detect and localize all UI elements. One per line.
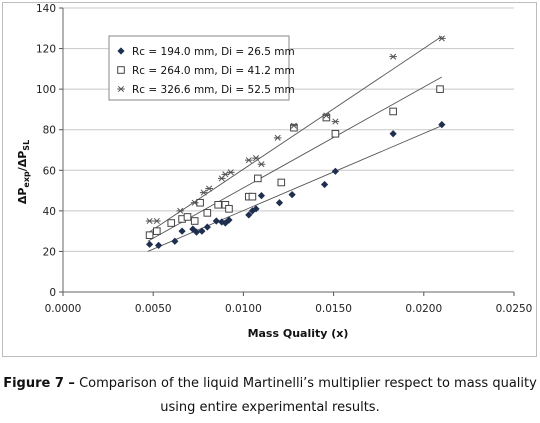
point-series-1 — [155, 241, 163, 249]
point-series-3 — [245, 157, 253, 164]
y-tick-label: 140 — [36, 3, 56, 15]
point-series-2 — [153, 227, 161, 235]
point-series-3 — [217, 175, 226, 182]
point-series-3 — [153, 217, 161, 225]
point-series-3 — [257, 161, 266, 168]
y-tick-label: 120 — [36, 44, 56, 56]
point-series-2 — [190, 217, 199, 225]
data-points — [145, 35, 446, 249]
point-series-3 — [322, 112, 331, 119]
y-tick-label: 100 — [36, 84, 56, 96]
caption-label: Figure 7 – — [3, 376, 75, 391]
point-series-1 — [438, 121, 446, 129]
point-series-1 — [171, 237, 179, 245]
legend-marker-series-2 — [117, 66, 125, 74]
y-tick-label: 20 — [43, 246, 56, 258]
legend: Rc = 194.0 mm, Di = 26.5 mm Rc = 264.0 mm… — [108, 35, 295, 101]
trendline-series-1 — [147, 125, 443, 252]
point-series-2 — [331, 129, 340, 138]
point-series-1 — [252, 205, 260, 213]
point-series-2 — [167, 219, 176, 227]
point-series-1 — [248, 207, 257, 215]
point-series-1 — [331, 167, 340, 175]
x-tick-label: 0.0200 — [405, 303, 442, 315]
trendline-series-2 — [147, 76, 443, 242]
point-series-3 — [226, 169, 235, 176]
point-series-3 — [252, 155, 260, 162]
point-series-3 — [331, 118, 340, 125]
point-series-2 — [225, 205, 233, 213]
point-series-3 — [389, 53, 397, 60]
point-series-1 — [257, 192, 266, 200]
point-series-3 — [205, 185, 213, 192]
y-axis-title: ΔPexp/ΔPSL — [16, 140, 31, 204]
x-tick-label: 0.0100 — [225, 303, 262, 315]
point-series-1 — [288, 191, 296, 199]
point-series-1 — [320, 180, 329, 189]
point-series-1 — [245, 211, 253, 219]
point-series-1 — [145, 240, 154, 248]
x-tick-label: 0.0000 — [45, 303, 82, 315]
point-series-3 — [190, 199, 199, 206]
legend-label-series-3: Rc = 326.6 mm, Di = 52.5 mm — [132, 84, 295, 96]
point-series-2 — [214, 200, 222, 209]
legend-box — [108, 35, 290, 101]
point-series-1 — [203, 223, 211, 231]
axes — [62, 8, 514, 293]
y-tick-label: 0 — [49, 287, 56, 299]
point-series-3 — [273, 134, 282, 141]
y-tick-label: 40 — [43, 206, 56, 218]
tick-labels: 0 20 40 60 80 100 120 140 0.0000 0.0050 0.0100 0.01… — [36, 3, 532, 315]
point-series-2 — [248, 192, 257, 201]
y-axis-title-sub2: SL — [22, 140, 31, 151]
point-series-1 — [198, 227, 206, 235]
point-series-3 — [438, 35, 446, 42]
point-series-2 — [183, 213, 192, 221]
point-series-1 — [225, 216, 233, 224]
point-series-2 — [322, 113, 331, 122]
point-series-1 — [212, 217, 220, 225]
point-series-1 — [275, 199, 284, 207]
y-tick-label: 80 — [43, 125, 56, 137]
legend-marker-series-3 — [117, 85, 125, 93]
y-axis-title-slash: /ΔP — [16, 151, 29, 172]
x-tick-label: 0.0150 — [315, 303, 352, 315]
legend-label-series-1: Rc = 194.0 mm, Di = 26.5 mm — [132, 46, 295, 58]
point-series-3 — [290, 122, 298, 129]
x-tick-label: 0.0050 — [135, 303, 172, 315]
figure-caption: Figure 7 – Comparison of the liquid Mart… — [0, 372, 540, 420]
point-series-2 — [436, 85, 444, 93]
point-series-2 — [254, 174, 262, 183]
x-axis-title: Mass Quality (x) — [248, 327, 349, 340]
point-series-2 — [203, 209, 212, 217]
legend-label-series-2: Rc = 264.0 mm, Di = 41.2 mm — [132, 65, 295, 77]
point-series-2 — [277, 178, 286, 187]
point-series-3 — [199, 189, 208, 196]
y-tick-label: 60 — [43, 165, 56, 177]
scatter-chart: 0 20 40 60 80 100 120 140 0.0000 0.0050 0.0100 0.01… — [16, 3, 532, 340]
caption-text: Comparison of the liquid Martinelli’s mu… — [79, 376, 537, 415]
point-series-1 — [178, 227, 186, 235]
legend-marker-series-1 — [117, 47, 125, 55]
point-series-2 — [389, 107, 397, 116]
point-series-3 — [176, 207, 185, 214]
x-tick-label: 0.0250 — [496, 303, 533, 315]
point-series-3 — [145, 217, 154, 225]
point-series-2 — [145, 231, 154, 239]
y-axis-title-main: ΔP — [16, 188, 29, 205]
point-series-2 — [290, 123, 298, 132]
point-series-1 — [389, 130, 397, 138]
point-series-1 — [192, 228, 201, 236]
y-axis-title-sub1: exp — [22, 171, 31, 188]
